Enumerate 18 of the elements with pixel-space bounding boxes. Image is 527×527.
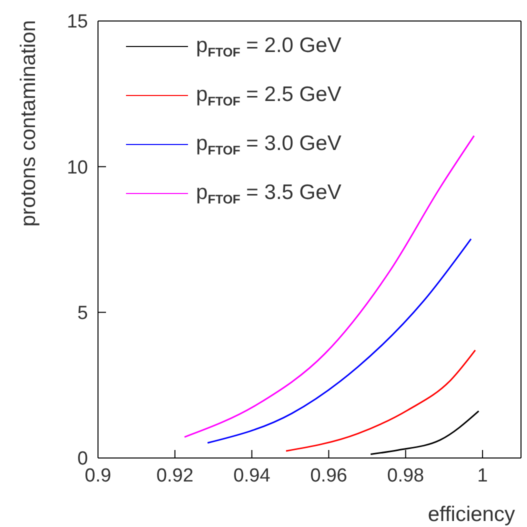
x-tick-label: 0.94 [233, 465, 271, 486]
legend-label: p$_{FTOF}$ = 3.5 GeV [196, 180, 342, 206]
y-tick-label: 5 [77, 303, 88, 324]
x-tick-label: 0.98 [387, 465, 424, 486]
line-series [285, 349, 476, 452]
x-tick-label: 1 [477, 465, 488, 486]
x-tick-label: 0.96 [310, 465, 348, 486]
line-series [184, 135, 475, 438]
legend-label: p$_{FTOF}$ = 3.0 GeV [196, 132, 342, 158]
x-axis-title: efficiency [428, 503, 516, 526]
line-series [206, 238, 472, 444]
legend-label: p$_{FTOF}$ = 2.5 GeV [196, 82, 342, 108]
y-axis-title: protons contamination [17, 20, 40, 227]
y-tick-label: 15 [66, 12, 88, 33]
legend-label: p$_{FTOF}$ = 2.0 GeV [196, 34, 342, 60]
line-series [370, 410, 480, 455]
x-tick-label: 0.92 [156, 465, 194, 486]
y-tick-label: 10 [66, 157, 88, 178]
